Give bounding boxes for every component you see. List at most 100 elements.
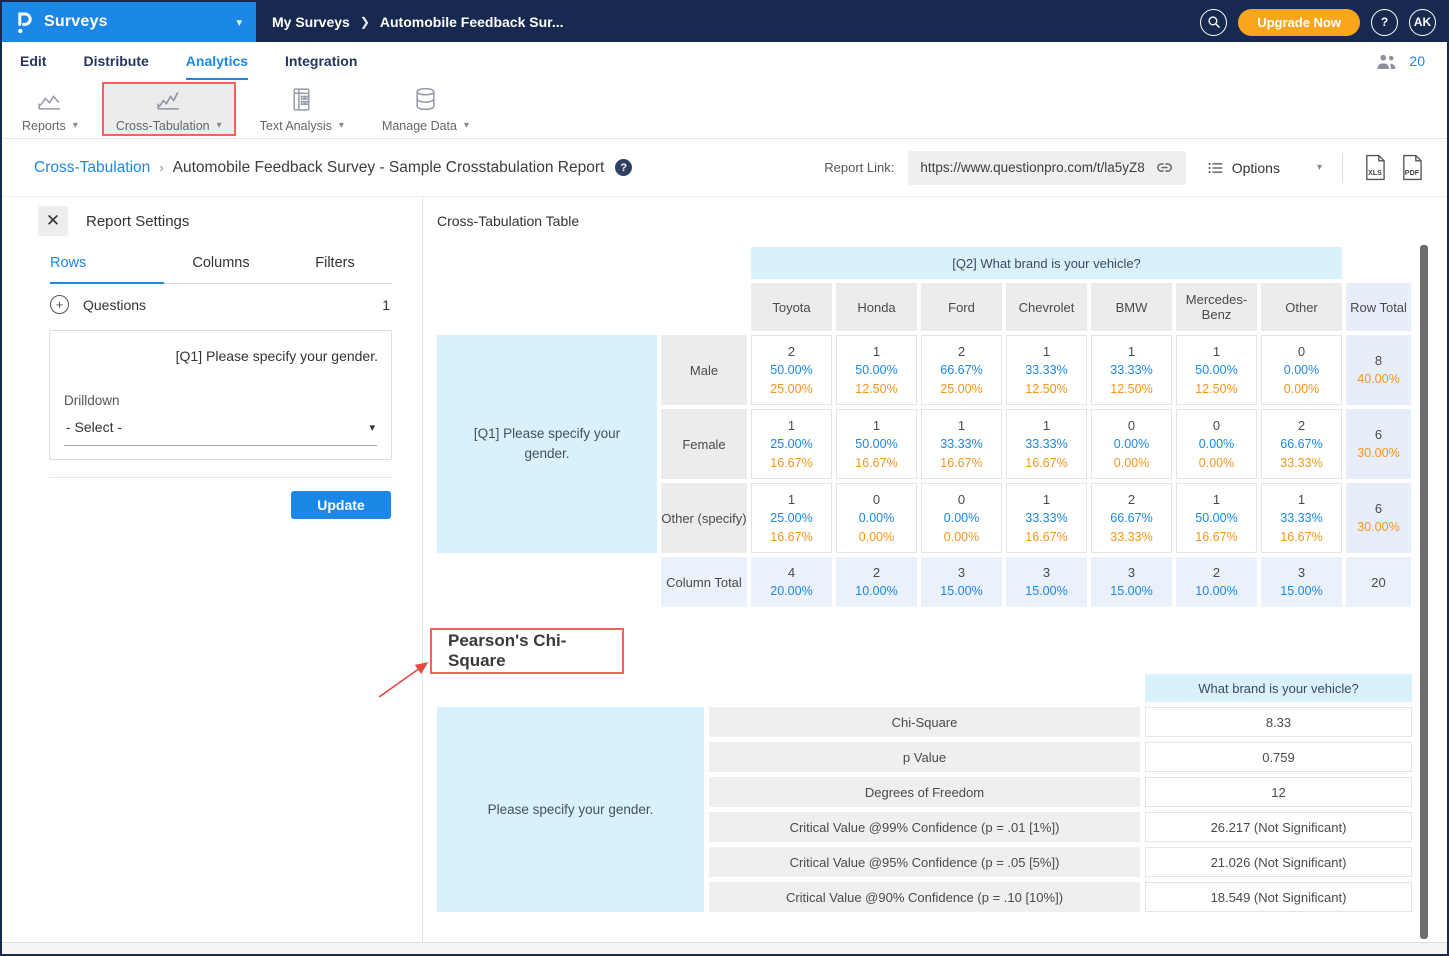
app-name: Surveys bbox=[44, 13, 108, 31]
bottom-spacer bbox=[437, 557, 657, 607]
export-xls-button[interactable]: XLS bbox=[1363, 154, 1386, 181]
settings-tab-filters[interactable]: Filters bbox=[278, 247, 392, 284]
drilldown-select[interactable]: - Select - ▾ bbox=[64, 417, 377, 446]
toolbar-label: Text Analysis bbox=[260, 119, 332, 133]
crosstab-column-question: [Q2] What brand is your vehicle? bbox=[751, 247, 1342, 279]
toolbar-manage-data[interactable]: Manage Data ▾ bbox=[370, 84, 481, 134]
chi-stat-value-1: 0.759 bbox=[1145, 742, 1412, 772]
options-dropdown[interactable]: Options ▾ bbox=[1208, 160, 1322, 176]
breadcrumb-survey-name[interactable]: Automobile Feedback Sur... bbox=[380, 14, 564, 30]
column-total-other: 315.00% bbox=[1261, 557, 1342, 607]
chi-stat-label-4: Critical Value @95% Confidence (p = .05 … bbox=[709, 847, 1140, 877]
rowtotal-top-spacer bbox=[1346, 247, 1411, 279]
crosstab-cell-female-chevrolet: 133.33%16.67% bbox=[1006, 409, 1087, 479]
crosstab-cell-female-honda: 150.00%16.67% bbox=[836, 409, 917, 479]
svg-text:XLS: XLS bbox=[1368, 169, 1382, 177]
tab-distribute[interactable]: Distribute bbox=[83, 42, 148, 80]
report-title: Automobile Feedback Survey - Sample Cros… bbox=[173, 159, 605, 177]
header-spacer bbox=[437, 283, 747, 331]
question-card: [Q1] Please specify your gender. Drilldo… bbox=[49, 330, 392, 460]
tab-analytics[interactable]: Analytics bbox=[186, 42, 248, 80]
crosstab-cell-female-other: 266.67%33.33% bbox=[1261, 409, 1342, 479]
chevron-right-icon: › bbox=[159, 160, 163, 175]
table-scrollbar[interactable] bbox=[1420, 245, 1428, 939]
toolbar-text-analysis[interactable]: Text Analysis ▾ bbox=[248, 84, 356, 134]
report-actions: Report Link: https://www.questionpro.com… bbox=[824, 151, 1423, 185]
column-total-chevrolet: 315.00% bbox=[1006, 557, 1087, 607]
chevron-right-icon: ❯ bbox=[360, 15, 370, 29]
cross-tab-chart-icon bbox=[155, 86, 182, 116]
brand-header-chevrolet: Chevrolet bbox=[1006, 283, 1087, 331]
questions-count: 1 bbox=[382, 297, 392, 313]
link-icon[interactable] bbox=[1155, 158, 1174, 177]
chi-stat-label-0: Chi-Square bbox=[709, 707, 1140, 737]
column-total-honda: 210.00% bbox=[836, 557, 917, 607]
export-pdf-button[interactable]: PDF bbox=[1400, 154, 1423, 181]
search-button[interactable] bbox=[1200, 9, 1227, 36]
upgrade-now-button[interactable]: Upgrade Now bbox=[1238, 9, 1360, 36]
crosstab-cell-other-specify-bmw: 266.67%33.33% bbox=[1091, 483, 1172, 553]
chi-stat-value-4: 21.026 (Not Significant) bbox=[1145, 847, 1412, 877]
crosstab-breadcrumb-link[interactable]: Cross-Tabulation bbox=[34, 159, 150, 177]
report-help-icon[interactable]: ? bbox=[615, 159, 632, 176]
chi-stat-value-0: 8.33 bbox=[1145, 707, 1412, 737]
crosstab-cell-other-specify-toyota: 125.00%16.67% bbox=[751, 483, 832, 553]
bottom-strip bbox=[2, 942, 1447, 954]
toolbar-cross-tabulation[interactable]: Cross-Tabulation▾ bbox=[104, 84, 234, 134]
brand-header-ford: Ford bbox=[921, 283, 1002, 331]
chi-row-header: Please specify your gender. bbox=[437, 707, 704, 912]
settings-tab-columns[interactable]: Columns bbox=[164, 247, 278, 284]
divider bbox=[49, 477, 392, 478]
settings-tab-rows[interactable]: Rows bbox=[50, 247, 164, 284]
crosstab-cell-other-specify-mercedes-benz: 150.00%16.67% bbox=[1176, 483, 1257, 553]
update-button[interactable]: Update bbox=[291, 491, 391, 519]
help-button[interactable]: ? bbox=[1371, 9, 1398, 36]
chevron-down-icon: ▾ bbox=[339, 120, 344, 131]
report-header: Cross-Tabulation › Automobile Feedback S… bbox=[2, 139, 1447, 197]
close-settings-button[interactable]: ✕ bbox=[38, 206, 68, 236]
drilldown-value: - Select - bbox=[66, 419, 122, 435]
report-breadcrumb: Cross-Tabulation › Automobile Feedback S… bbox=[34, 159, 632, 177]
chevron-down-icon: ▾ bbox=[369, 421, 375, 434]
crosstab-cell-other-specify-honda: 00.00%0.00% bbox=[836, 483, 917, 553]
chevron-down-icon: ▾ bbox=[1317, 162, 1322, 173]
breadcrumb-my-surveys[interactable]: My Surveys bbox=[272, 14, 350, 30]
tab-integration[interactable]: Integration bbox=[285, 42, 357, 80]
chi-stat-value-2: 12 bbox=[1145, 777, 1412, 807]
row-header-female: Female bbox=[661, 409, 747, 479]
row-total-male: 840.00% bbox=[1346, 335, 1411, 405]
questions-label: Questions bbox=[83, 297, 146, 313]
avatar[interactable]: AK bbox=[1409, 9, 1436, 36]
add-question-icon[interactable]: + bbox=[50, 295, 69, 314]
toolbar-label: Manage Data bbox=[382, 119, 457, 133]
crosstab-cell-female-ford: 133.33%16.67% bbox=[921, 409, 1002, 479]
chi-stat-value-3: 26.217 (Not Significant) bbox=[1145, 812, 1412, 842]
crosstab-cell-male-bmw: 133.33%12.50% bbox=[1091, 335, 1172, 405]
column-total-mercedes-benz: 210.00% bbox=[1176, 557, 1257, 607]
column-total-bmw: 315.00% bbox=[1091, 557, 1172, 607]
column-total-label: Column Total bbox=[661, 557, 747, 607]
chi-stat-label-2: Degrees of Freedom bbox=[709, 777, 1140, 807]
product-switcher[interactable]: Surveys ▾ bbox=[2, 2, 256, 42]
report-link-box[interactable]: https://www.questionpro.com/t/la5yZ8 bbox=[908, 151, 1185, 185]
chevron-down-icon: ▾ bbox=[73, 120, 78, 131]
toolbar-label: Reports bbox=[22, 119, 66, 133]
grand-total: 20 bbox=[1346, 557, 1411, 607]
questionpro-logo-icon bbox=[16, 10, 33, 35]
app-window: Surveys ▾ My Surveys ❯ Automobile Feedba… bbox=[0, 0, 1449, 956]
respondents-indicator[interactable]: 20 bbox=[1374, 53, 1425, 70]
crosstab-row-question: [Q1] Please specify your gender. bbox=[437, 335, 657, 553]
crosstab-cell-other-specify-chevrolet: 133.33%16.67% bbox=[1006, 483, 1087, 553]
crosstab-cell-other-specify-other: 133.33%16.67% bbox=[1261, 483, 1342, 553]
settings-title: Report Settings bbox=[86, 213, 189, 230]
crosstab-cell-female-mercedes-benz: 00.00%0.00% bbox=[1176, 409, 1257, 479]
chevron-down-icon: ▾ bbox=[217, 120, 222, 131]
analytics-toolbar: Reports ▾ Cross-Tabulation▾ Text Analysis… bbox=[2, 80, 1447, 139]
chevron-down-icon: ▾ bbox=[464, 120, 469, 131]
drilldown-label: Drilldown bbox=[64, 393, 120, 408]
svg-text:PDF: PDF bbox=[1405, 169, 1420, 177]
tab-edit[interactable]: Edit bbox=[20, 42, 46, 80]
crosstab-table: [Q2] What brand is your vehicle?ToyotaHo… bbox=[433, 243, 1415, 611]
toolbar-reports[interactable]: Reports ▾ bbox=[10, 84, 90, 134]
chi-corner-spacer bbox=[437, 674, 1140, 702]
